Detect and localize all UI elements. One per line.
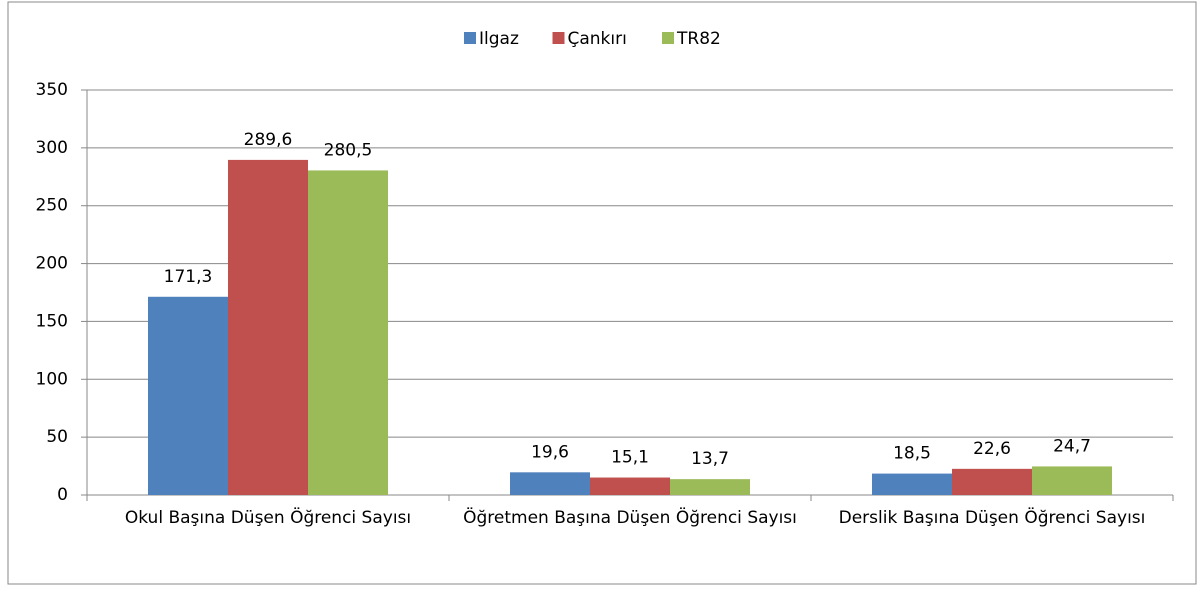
data-label: 171,3 <box>164 267 213 287</box>
y-tick-label: 50 <box>46 427 68 447</box>
bar <box>308 170 388 495</box>
bar <box>510 472 590 495</box>
data-label: 15,1 <box>611 448 649 468</box>
data-label: 22,6 <box>973 439 1011 459</box>
legend-label: Ilgaz <box>479 29 519 49</box>
y-tick-label: 0 <box>57 485 68 505</box>
legend-label: TR82 <box>676 29 721 49</box>
y-tick-label: 300 <box>36 138 68 158</box>
bar <box>228 159 308 496</box>
data-label: 24,7 <box>1053 436 1091 456</box>
y-tick-label: 100 <box>36 369 68 389</box>
legend-label: Çankırı <box>568 29 627 49</box>
x-tick-label: Öğretmen Başına Düşen Öğrenci Sayısı <box>463 508 797 528</box>
data-label: 289,6 <box>244 130 293 150</box>
legend-swatch <box>552 32 565 44</box>
bar <box>872 473 952 495</box>
data-label: 19,6 <box>531 442 569 462</box>
y-tick-label: 200 <box>36 254 68 274</box>
bar <box>670 479 750 495</box>
data-label: 13,7 <box>691 449 729 469</box>
data-label: 18,5 <box>893 444 931 464</box>
data-label: 280,5 <box>324 140 373 160</box>
legend-swatch <box>662 32 674 44</box>
y-tick-label: 150 <box>36 311 68 331</box>
y-tick-label: 250 <box>36 196 68 216</box>
x-tick-label: Derslik Başına Düşen Öğrenci Sayısı <box>838 508 1146 528</box>
chart-border <box>7 1 1197 585</box>
bar <box>148 296 228 495</box>
bar <box>1032 466 1112 495</box>
bar <box>952 468 1032 495</box>
bar <box>590 477 670 495</box>
x-tick-label: Okul Başına Düşen Öğrenci Sayısı <box>124 508 412 528</box>
legend-swatch <box>464 32 476 44</box>
y-tick-label: 350 <box>36 80 68 100</box>
